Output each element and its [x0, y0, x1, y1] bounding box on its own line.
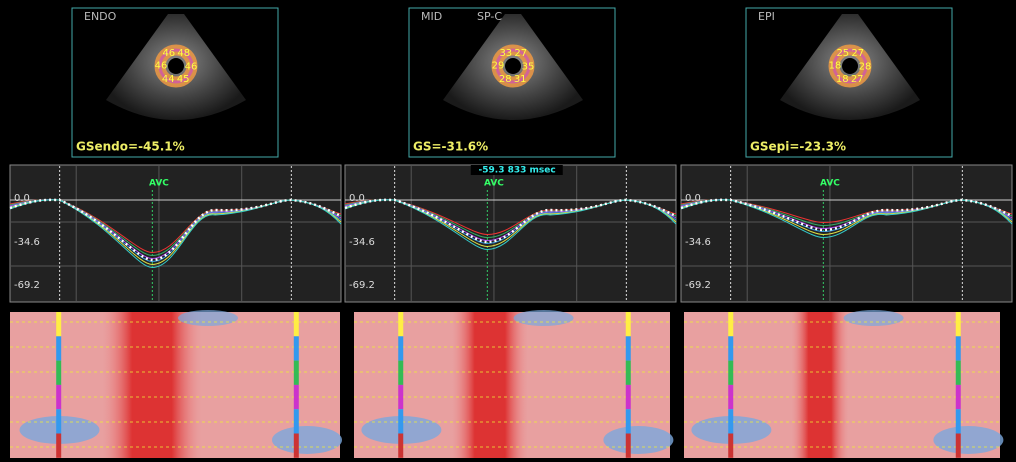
chart-frame — [345, 165, 676, 302]
axis-label: -69.2 — [685, 280, 711, 291]
view-sublabel: SP-C — [477, 10, 502, 23]
segment-bar — [398, 434, 403, 458]
segment-bar — [398, 336, 403, 360]
blue-region — [178, 310, 238, 326]
segment-value: 18 — [836, 74, 849, 85]
segment-bar — [728, 434, 733, 458]
axis-label: -34.6 — [14, 237, 40, 248]
view-label: MID — [421, 10, 442, 23]
lumen — [842, 58, 858, 74]
segment-bar — [398, 409, 403, 433]
segment-bar — [294, 312, 299, 336]
segment-bar — [956, 409, 961, 433]
segment-bar — [728, 385, 733, 409]
segment-bar — [626, 312, 631, 336]
blue-region — [844, 310, 904, 326]
segment-value: 46 — [162, 48, 175, 59]
view-label: ENDO — [84, 10, 117, 23]
segment-bar — [294, 385, 299, 409]
segment-bar — [56, 434, 61, 458]
segment-bar — [626, 434, 631, 458]
avc-label: AVC — [484, 179, 504, 189]
cursor-readout: -59.3 833 msec — [479, 166, 556, 176]
segment-bar — [626, 361, 631, 385]
segment-bar — [626, 409, 631, 433]
segment-bar — [294, 361, 299, 385]
segment-value: 29 — [492, 61, 505, 72]
segment-value: 44 — [162, 74, 175, 85]
segment-bar — [56, 336, 61, 360]
segment-bar — [728, 361, 733, 385]
segment-bar — [956, 336, 961, 360]
avc-label: AVC — [149, 179, 169, 189]
page: {"panels":[ {"label":"ENDO","sublabel":n… — [0, 0, 1016, 458]
segment-value: 46 — [155, 61, 168, 72]
segment-value: 18 — [829, 61, 842, 72]
strain-band — [791, 312, 848, 458]
avc-label: AVC — [820, 179, 840, 189]
segment-value: 28 — [859, 61, 872, 72]
axis-label: -34.6 — [349, 237, 375, 248]
axis-label: -69.2 — [349, 280, 375, 291]
segment-bar — [56, 385, 61, 409]
chart-frame — [10, 165, 341, 302]
segment-bar — [398, 385, 403, 409]
segment-value: 27 — [514, 48, 527, 59]
blue-region — [272, 426, 342, 454]
chart-frame — [681, 165, 1012, 302]
segment-bar — [626, 385, 631, 409]
segment-bar — [56, 312, 61, 336]
screen: ENDOGSendo=-45.1%464846454446AVC0.0-34.6… — [0, 0, 1016, 458]
global-strain: GS=-31.6% — [413, 140, 488, 154]
segment-value: 48 — [177, 48, 190, 59]
segment-value: 33 — [499, 48, 512, 59]
segment-bar — [956, 385, 961, 409]
segment-bar — [728, 336, 733, 360]
view-label: EPI — [758, 10, 775, 23]
segment-bar — [56, 361, 61, 385]
segment-value: 25 — [836, 48, 849, 59]
strain-band — [452, 312, 528, 458]
segment-value: 28 — [499, 74, 512, 85]
blue-region — [514, 310, 574, 326]
segment-value: 35 — [522, 61, 535, 72]
segment-bar — [626, 336, 631, 360]
segment-bar — [294, 434, 299, 458]
segment-bar — [956, 434, 961, 458]
global-strain: GSendo=-45.1% — [76, 140, 185, 154]
strain-band — [102, 312, 201, 458]
lumen — [505, 58, 521, 74]
segment-bar — [398, 312, 403, 336]
segment-bar — [956, 312, 961, 336]
blue-region — [603, 426, 673, 454]
segment-bar — [294, 409, 299, 433]
segment-bar — [294, 336, 299, 360]
global-strain: GSepi=-23.3% — [750, 140, 846, 154]
segment-bar — [956, 361, 961, 385]
lumen — [168, 58, 184, 74]
blue-region — [933, 426, 1003, 454]
segment-bar — [728, 409, 733, 433]
axis-label: -69.2 — [14, 280, 40, 291]
segment-bar — [56, 409, 61, 433]
segment-bar — [728, 312, 733, 336]
segment-value: 27 — [851, 48, 864, 59]
segment-value: 27 — [851, 74, 864, 85]
segment-value: 45 — [177, 74, 190, 85]
segment-value: 46 — [185, 61, 198, 72]
segment-value: 31 — [514, 74, 527, 85]
axis-label: -34.6 — [685, 237, 711, 248]
segment-bar — [398, 361, 403, 385]
